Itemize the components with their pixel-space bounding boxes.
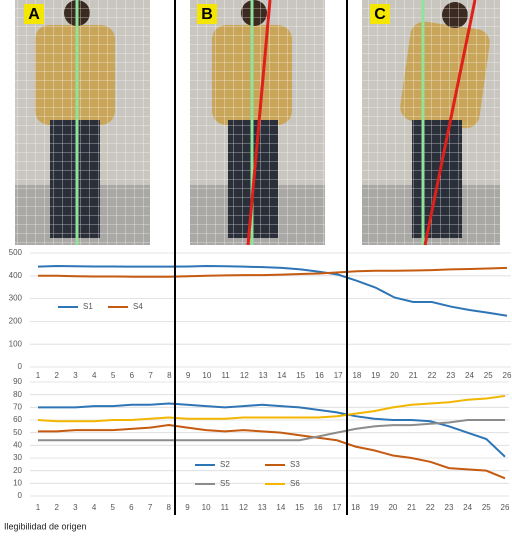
panel-label: A	[28, 6, 40, 23]
series-line	[38, 424, 506, 480]
x-tick-label: 4	[92, 503, 97, 512]
photo-a	[15, 0, 150, 245]
x-tick-label: 14	[277, 371, 286, 380]
y-tick-label: 30	[13, 453, 22, 462]
y-tick-label: 300	[9, 294, 23, 303]
y-tick-label: 70	[13, 402, 22, 411]
x-tick-label: 17	[334, 371, 343, 380]
y-tick-label: 50	[13, 428, 22, 437]
x-tick-label: 26	[503, 371, 512, 380]
x-tick-label: 16	[314, 503, 323, 512]
x-tick-label: 8	[167, 371, 172, 380]
x-tick-label: 16	[315, 371, 324, 380]
legend-label: S3	[290, 460, 300, 469]
y-tick-label: 20	[13, 466, 22, 475]
x-tick-label: 5	[110, 503, 115, 512]
x-tick-label: 6	[130, 371, 135, 380]
photo-c	[362, 0, 500, 246]
legend-label: S1	[83, 302, 93, 311]
x-tick-label: 21	[407, 503, 416, 512]
x-tick-label: 22	[428, 371, 437, 380]
y-tick-label: 90	[13, 377, 22, 386]
x-tick-label: 20	[388, 503, 397, 512]
y-tick-label: 200	[9, 317, 23, 326]
panel-label: C	[374, 6, 386, 23]
x-tick-label: 21	[409, 371, 418, 380]
series-line	[37, 264, 508, 317]
x-tick-label: 11	[221, 503, 230, 512]
x-tick-label: 3	[73, 371, 78, 380]
x-tick-label: 7	[148, 503, 153, 512]
x-tick-label: 5	[111, 371, 116, 380]
x-tick-label: 23	[446, 371, 455, 380]
x-tick-label: 26	[501, 503, 510, 512]
x-tick-label: 20	[390, 371, 399, 380]
x-tick-label: 14	[276, 503, 285, 512]
x-tick-label: 24	[463, 503, 472, 512]
x-tick-label: 22	[426, 503, 435, 512]
x-tick-label: 4	[92, 371, 97, 380]
x-tick-label: 18	[352, 371, 361, 380]
y-tick-label: 400	[9, 271, 23, 280]
x-tick-label: 8	[167, 503, 172, 512]
x-tick-label: 9	[185, 503, 190, 512]
x-tick-label: 23	[445, 503, 454, 512]
panel-label: B	[201, 6, 213, 23]
legend-label: S4	[133, 302, 143, 311]
y-tick-label: 500	[9, 248, 23, 257]
x-tick-label: 3	[73, 503, 78, 512]
x-tick-label: 17	[332, 503, 341, 512]
series-line	[38, 419, 505, 442]
x-tick-label: 15	[295, 503, 304, 512]
x-tick-label: 11	[221, 371, 230, 380]
y-tick-label: 0	[18, 362, 23, 371]
x-tick-label: 2	[55, 371, 60, 380]
x-tick-label: 24	[465, 371, 474, 380]
x-tick-label: 19	[370, 503, 379, 512]
panel-labels: A B C	[24, 4, 390, 24]
x-tick-label: 13	[259, 371, 268, 380]
x-tick-label: 12	[239, 503, 248, 512]
x-tick-label: 1	[36, 503, 41, 512]
legend-label: S2	[220, 460, 230, 469]
y-tick-label: 10	[13, 478, 22, 487]
photo-b	[190, 0, 325, 246]
caption: Ilegibilidad de origen	[4, 521, 87, 531]
x-tick-label: 2	[54, 503, 59, 512]
x-tick-label: 7	[148, 371, 153, 380]
y-tick-label: 40	[13, 440, 22, 449]
legend-label: S5	[220, 479, 230, 488]
y-tick-label: 80	[13, 390, 22, 399]
x-tick-label: 10	[202, 503, 211, 512]
x-tick-label: 10	[202, 371, 211, 380]
legend-label: S6	[290, 479, 300, 488]
x-tick-label: 15	[296, 371, 305, 380]
x-tick-label: 1	[36, 371, 41, 380]
x-tick-label: 25	[484, 371, 493, 380]
x-tick-label: 6	[129, 503, 134, 512]
x-tick-label: 12	[240, 371, 249, 380]
x-tick-label: 19	[371, 371, 380, 380]
x-tick-label: 25	[482, 503, 491, 512]
series-line	[38, 266, 508, 278]
y-tick-label: 0	[18, 491, 23, 500]
y-tick-label: 100	[9, 339, 23, 348]
series-line	[38, 402, 506, 458]
x-tick-label: 9	[186, 371, 191, 380]
x-tick-label: 18	[351, 503, 360, 512]
series-line	[37, 394, 506, 423]
x-tick-label: 13	[258, 503, 267, 512]
y-tick-label: 60	[13, 415, 22, 424]
